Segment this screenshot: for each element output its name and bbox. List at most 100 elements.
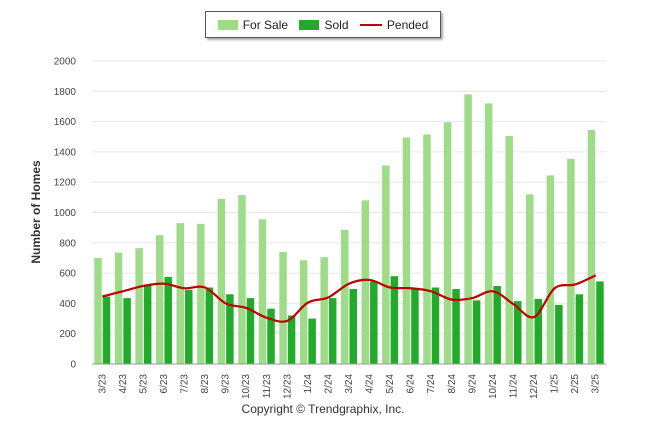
x-tick-label: 11/23	[262, 374, 273, 399]
sold-bar	[575, 294, 584, 364]
sold-bar	[452, 289, 460, 364]
pended-swatch	[359, 23, 382, 26]
for-sale-bar	[320, 257, 328, 364]
sold-bar	[246, 298, 255, 364]
for-sale-bar	[258, 219, 267, 364]
sold-bar	[102, 296, 111, 364]
x-tick-label: 10/24	[488, 374, 499, 399]
sold-swatch	[299, 19, 320, 30]
sold-bar	[267, 308, 275, 364]
for-sale-bar	[217, 198, 226, 364]
x-axis: 3/23 4/23 5/23 6/23 7/23 8/23 9/23 10/23 11/23 12…	[97, 374, 601, 399]
y-tick-label: 200	[59, 329, 76, 340]
for-sale-bar	[341, 229, 349, 364]
for-sale-bar	[505, 135, 513, 364]
x-tick-label: 9/24	[467, 374, 478, 394]
sold-bar	[493, 285, 501, 364]
x-tick-label: 6/23	[159, 374, 170, 394]
x-tick-label: 7/24	[426, 374, 437, 394]
pended-line	[102, 274, 597, 323]
for-sale-bar	[299, 260, 308, 364]
sold-bar	[205, 287, 214, 364]
y-tick-label: 1600	[54, 117, 77, 128]
for-sale-bar	[443, 122, 452, 364]
for-sale-bar	[484, 103, 493, 365]
x-tick-label: 3/24	[344, 374, 355, 394]
x-tick-label: 12/23	[282, 374, 293, 399]
x-tick-label: 1/25	[550, 374, 561, 394]
legend-label-sold: Sold	[324, 17, 349, 32]
legend-item-pended: Pended	[359, 17, 429, 32]
sold-bar	[390, 276, 399, 364]
y-tick-label: 400	[59, 299, 76, 310]
sold-bar	[411, 288, 419, 364]
y-axis-label: Number of Homes	[29, 160, 43, 264]
sold-bar	[596, 281, 604, 364]
for-sale-bar	[238, 195, 246, 364]
x-tick-label: 2/25	[570, 374, 581, 394]
x-tick-label: 2/24	[323, 374, 334, 394]
y-tick-label: 1200	[54, 178, 77, 189]
x-tick-label: 4/23	[118, 374, 129, 394]
legend-label-for-sale: For Sale	[242, 17, 289, 32]
y-tick-label: 1800	[54, 87, 77, 98]
for-sale-bar	[526, 194, 534, 364]
sold-bar	[349, 289, 357, 364]
sold-bars	[102, 276, 604, 364]
pended-line-layer	[102, 274, 597, 323]
for-sale-bar	[587, 129, 596, 364]
for-sale-bar	[176, 223, 185, 364]
for-sale-bar	[114, 252, 123, 364]
for-sale-bar	[546, 175, 555, 364]
y-tick-label: 800	[59, 238, 76, 249]
sold-bar	[534, 298, 543, 364]
y-tick-label: 0	[70, 360, 76, 371]
sold-bar	[164, 276, 172, 364]
x-tick-label: 7/23	[180, 374, 191, 394]
for-sale-bar	[135, 248, 143, 364]
legend-item-sold: Sold	[299, 17, 349, 32]
x-tick-label: 5/23	[138, 374, 149, 394]
x-tick-label: 3/23	[97, 374, 108, 394]
for-sale-bar	[279, 251, 287, 364]
for-sale-bar	[464, 94, 472, 364]
sold-bar	[143, 284, 152, 364]
sold-bar	[555, 304, 563, 364]
y-tick-label: 600	[59, 269, 76, 280]
x-tick-label: 8/23	[200, 374, 211, 394]
for-sale-bars	[94, 94, 596, 365]
legend-label-pended: Pended	[386, 17, 429, 32]
x-tick-label: 4/24	[365, 374, 376, 394]
sold-bar	[123, 298, 131, 364]
y-axis: 0 200 400 600 800 1000 1200 1400 1600 1800 2000	[54, 57, 606, 371]
sold-bar	[370, 281, 378, 364]
y-tick-label: 2000	[54, 57, 77, 68]
x-tick-label: 10/23	[241, 374, 252, 399]
x-tick-label: 6/24	[406, 374, 417, 394]
sold-bar	[287, 315, 296, 364]
sold-bar	[226, 294, 234, 364]
legend: For Sale Sold Pended	[205, 11, 441, 38]
for-sale-bar	[423, 134, 431, 364]
y-tick-label: 1000	[54, 208, 77, 219]
for-sale-bar	[197, 223, 205, 364]
y-tick-label: 1400	[54, 147, 77, 158]
sold-bar	[185, 289, 193, 364]
copyright-footer: Copyright © Trendgraphix, Inc.	[241, 402, 405, 416]
legend-item-for-sale: For Sale	[217, 17, 289, 32]
x-tick-label: 12/24	[529, 374, 540, 399]
sold-bar	[328, 298, 337, 364]
for-sale-swatch	[217, 19, 238, 30]
sold-bar	[308, 318, 316, 364]
sold-bar	[513, 301, 522, 364]
for-sale-bar	[94, 257, 102, 364]
sold-bar	[431, 287, 440, 364]
x-tick-label: 1/24	[303, 374, 314, 394]
for-sale-bar	[155, 235, 164, 364]
x-tick-label: 3/25	[591, 374, 602, 394]
for-sale-bar	[567, 158, 575, 364]
x-tick-label: 11/24	[508, 374, 519, 399]
for-sale-bar	[361, 200, 370, 364]
